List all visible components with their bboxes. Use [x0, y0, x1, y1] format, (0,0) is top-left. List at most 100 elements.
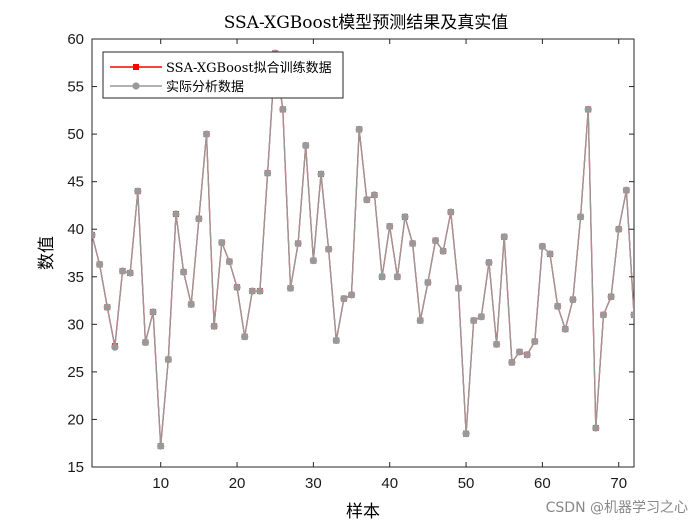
- data-point-circle: [103, 303, 111, 311]
- data-point-circle: [508, 358, 516, 366]
- data-point-circle: [149, 308, 157, 316]
- chart-title: SSA-XGBoost模型预测结果及真实值: [224, 13, 509, 33]
- legend-label-actual: 实际分析数据: [166, 80, 244, 95]
- data-point-circle: [462, 430, 470, 438]
- data-point-circle: [515, 348, 524, 356]
- data-point-circle: [546, 250, 554, 258]
- legend-marker-square: [133, 64, 139, 70]
- data-point-circle: [256, 287, 264, 295]
- data-point-circle: [470, 316, 478, 325]
- data-point-circle: [447, 208, 455, 216]
- data-point-circle: [225, 257, 234, 266]
- data-point-circle: [393, 273, 401, 281]
- data-point-circle: [96, 260, 104, 269]
- data-point-circle: [233, 283, 241, 291]
- data-point-circle: [325, 245, 333, 253]
- x-tick-label: 30: [305, 475, 322, 492]
- data-point-circle: [111, 343, 119, 351]
- data-point-circle: [317, 170, 325, 178]
- data-point-circle: [599, 311, 608, 319]
- y-tick-label: 40: [67, 221, 84, 238]
- y-tick-label: 35: [67, 269, 84, 286]
- x-axis-label: 样本: [346, 502, 380, 522]
- data-point-circle: [431, 237, 440, 245]
- data-point-circle: [630, 311, 634, 319]
- x-tick-label: 70: [610, 475, 627, 492]
- y-tick-label: 25: [67, 364, 84, 381]
- data-point-circle: [561, 325, 569, 333]
- data-point-circle: [538, 242, 546, 250]
- data-point-circle: [378, 273, 386, 281]
- legend-label-fit: SSA-XGBoost拟合训练数据: [166, 61, 332, 76]
- y-tick-label: 60: [67, 31, 84, 48]
- watermark: CSDN @机器学习之心: [546, 500, 688, 516]
- data-point-circle: [202, 130, 211, 138]
- legend: SSA-XGBoost拟合训练数据 实际分析数据: [102, 51, 344, 99]
- data-point-circle: [263, 169, 272, 177]
- x-tick-label: 10: [152, 475, 169, 492]
- data-point-circle: [569, 296, 577, 304]
- data-point-circle: [126, 269, 134, 277]
- legend-box: [102, 51, 344, 99]
- x-tick-label: 40: [381, 475, 398, 492]
- data-point-circle: [180, 268, 188, 276]
- data-point-circle: [500, 233, 508, 241]
- data-point-circle: [386, 222, 394, 230]
- data-point-circle: [439, 247, 447, 255]
- data-point-circle: [531, 337, 539, 346]
- data-point-circle: [554, 302, 562, 310]
- y-tick-label: 55: [67, 79, 84, 96]
- data-point-circle: [615, 225, 623, 233]
- data-point-circle: [92, 231, 96, 239]
- data-point-circle: [477, 313, 485, 321]
- data-point-circle: [401, 213, 409, 221]
- data-point-circle: [134, 187, 142, 195]
- x-tick-label: 20: [229, 475, 246, 492]
- data-point-circle: [241, 333, 249, 341]
- plot-area: [91, 38, 635, 468]
- y-tick-label: 50: [67, 126, 84, 143]
- data-point-circle: [279, 105, 287, 113]
- data-point-circle: [584, 105, 592, 113]
- x-tick-label: 50: [458, 475, 475, 492]
- y-tick-label: 45: [67, 174, 84, 191]
- data-point-circle: [576, 213, 585, 221]
- data-point-circle: [302, 141, 310, 150]
- y-tick-label: 20: [67, 411, 84, 428]
- data-point-circle: [424, 278, 432, 287]
- data-point-circle: [607, 293, 615, 301]
- data-point-circle: [340, 295, 348, 303]
- y-tick-label: 30: [67, 316, 84, 333]
- data-point-circle: [164, 355, 172, 364]
- data-point-circle: [416, 316, 424, 325]
- data-point-circle: [485, 258, 493, 267]
- series-layer: [92, 49, 634, 450]
- y-axis-label: 数值: [37, 236, 57, 270]
- data-point-circle: [370, 191, 379, 199]
- data-point-circle: [195, 215, 203, 223]
- legend-marker-circle: [132, 82, 140, 90]
- data-point-circle: [409, 239, 417, 248]
- data-point-circle: [592, 424, 600, 432]
- data-point-circle: [309, 257, 317, 265]
- data-point-circle: [210, 322, 218, 330]
- data-point-circle: [363, 196, 371, 204]
- data-point-circle: [347, 291, 356, 299]
- data-point-circle: [492, 340, 501, 348]
- data-point-circle: [118, 267, 127, 275]
- data-point-circle: [454, 284, 463, 292]
- data-point-circle: [332, 336, 340, 345]
- data-point-circle: [172, 210, 180, 218]
- data-point-circle: [355, 125, 363, 133]
- data-point-circle: [141, 338, 150, 347]
- ticks-layer: 10 20 30 40 50 60 70 15 20 25 30 35 40 45 50 55 60: [67, 31, 634, 492]
- data-point-circle: [157, 442, 165, 450]
- data-point-circle: [248, 287, 256, 295]
- y-tick-label: 15: [67, 459, 84, 476]
- data-point-circle: [286, 284, 295, 292]
- data-point-circle: [523, 351, 531, 359]
- data-point-circle: [187, 300, 195, 308]
- data-point-circle: [218, 238, 226, 247]
- data-point-circle: [294, 239, 302, 248]
